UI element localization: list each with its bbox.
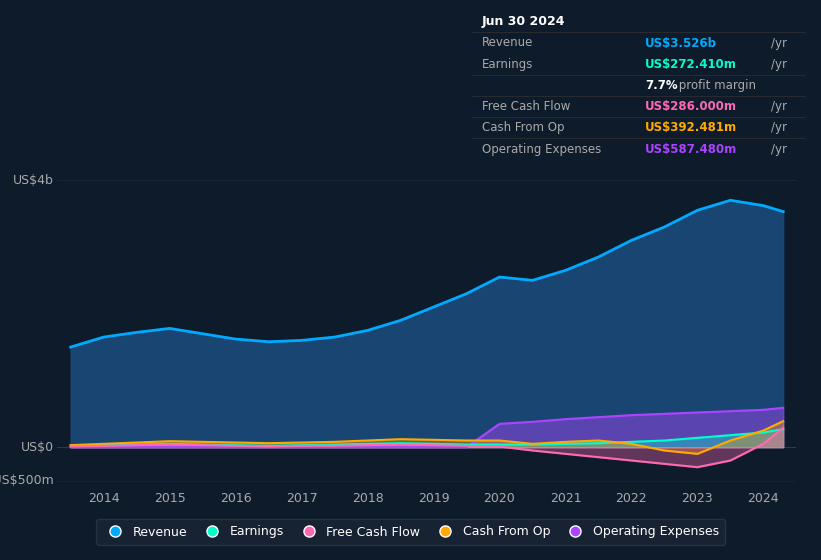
- Text: Jun 30 2024: Jun 30 2024: [482, 15, 566, 29]
- Text: US$286.000m: US$286.000m: [645, 100, 737, 113]
- Text: /yr: /yr: [772, 142, 787, 156]
- Text: US$392.481m: US$392.481m: [645, 122, 737, 134]
- Text: /yr: /yr: [772, 58, 787, 71]
- Text: US$272.410m: US$272.410m: [645, 58, 737, 71]
- Text: /yr: /yr: [772, 36, 787, 49]
- Text: US$3.526b: US$3.526b: [645, 36, 717, 49]
- Text: -US$500m: -US$500m: [0, 474, 54, 487]
- Text: Earnings: Earnings: [482, 58, 534, 71]
- Text: /yr: /yr: [772, 100, 787, 113]
- Text: US$4b: US$4b: [13, 174, 54, 187]
- Text: 7.7%: 7.7%: [645, 79, 677, 92]
- Text: Free Cash Flow: Free Cash Flow: [482, 100, 571, 113]
- Text: US$587.480m: US$587.480m: [645, 142, 737, 156]
- Text: profit margin: profit margin: [675, 79, 756, 92]
- Text: US$0: US$0: [21, 441, 54, 454]
- Text: Operating Expenses: Operating Expenses: [482, 142, 601, 156]
- Text: Revenue: Revenue: [482, 36, 534, 49]
- Text: Cash From Op: Cash From Op: [482, 122, 565, 134]
- Legend: Revenue, Earnings, Free Cash Flow, Cash From Op, Operating Expenses: Revenue, Earnings, Free Cash Flow, Cash …: [96, 519, 725, 545]
- Text: /yr: /yr: [772, 122, 787, 134]
